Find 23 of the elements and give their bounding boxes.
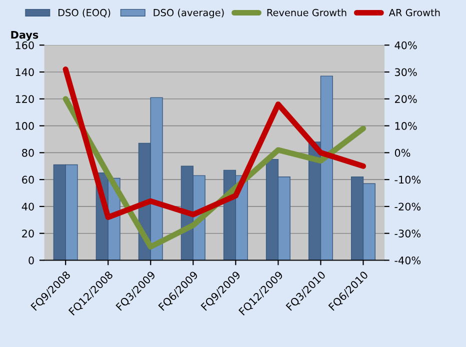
y-tick-label: 60 — [22, 176, 34, 184]
y2-tick-label: 40% — [394, 41, 417, 50]
y-tick-label: 100 — [16, 122, 34, 130]
y2-tick-label: -30% — [394, 230, 421, 238]
y2-tick-label: -10% — [394, 176, 421, 184]
y-tick-label: 20 — [22, 230, 34, 238]
y-axis-title: Days — [11, 30, 38, 41]
y2-tick-label: 10% — [395, 122, 417, 130]
y2-tick-label: -20% — [394, 202, 421, 211]
y-tick-label: 0 — [28, 256, 34, 264]
y2-tick-label: 0% — [394, 148, 410, 157]
y-tick-label: 80 — [22, 148, 34, 157]
y-tick-label: 140 — [16, 68, 34, 76]
y-tick-label: 120 — [16, 95, 34, 103]
legend-label: Revenue Growth — [267, 8, 346, 16]
y2-tick-label: -40% — [394, 256, 421, 264]
y-tick-label: 40 — [22, 202, 34, 211]
y2-tick-label: 30% — [395, 68, 417, 76]
legend-label: AR Growth — [388, 8, 440, 16]
legend-label: DSO (average) — [154, 8, 224, 18]
y2-tick-label: 20% — [394, 95, 417, 103]
y-tick-label: 160 — [16, 41, 34, 50]
legend-label: DSO (EOQ) — [58, 8, 110, 18]
